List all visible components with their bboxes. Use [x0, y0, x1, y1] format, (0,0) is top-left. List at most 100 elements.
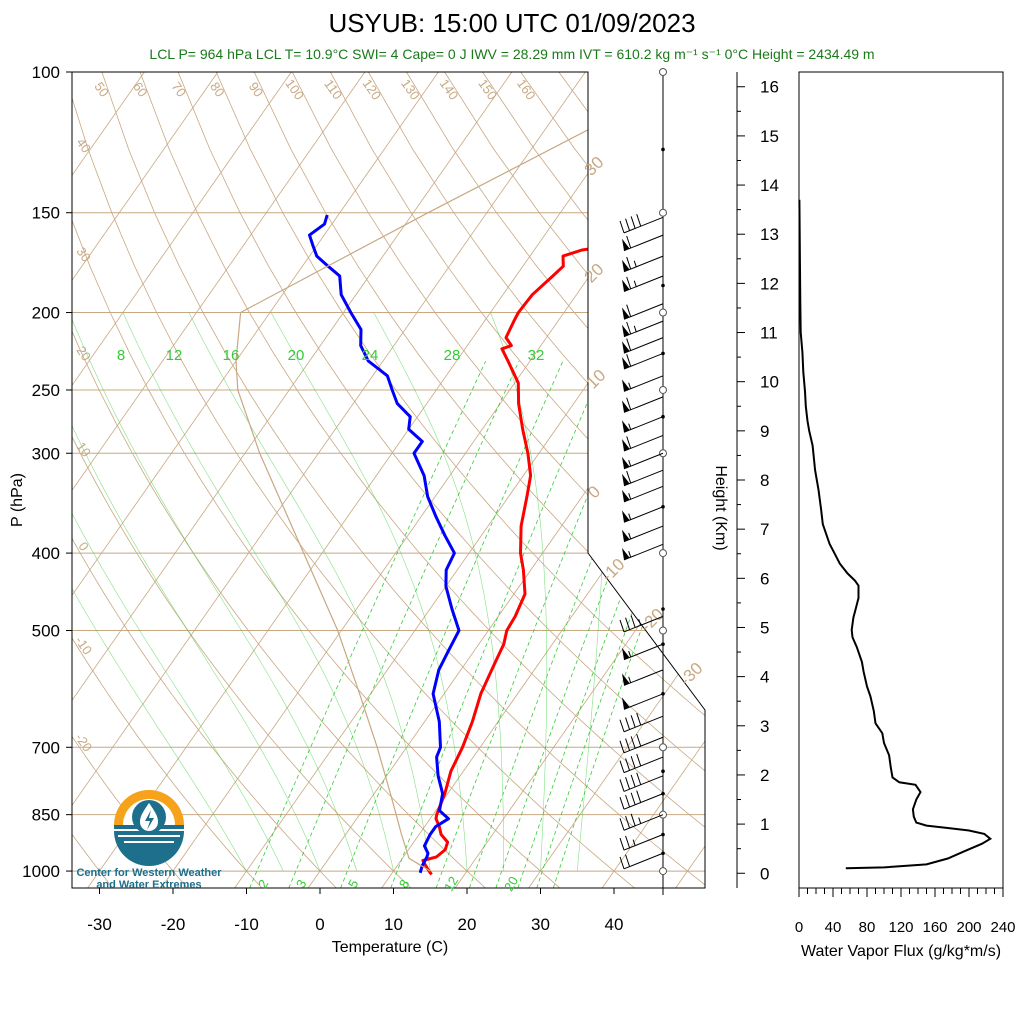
mixing-ratio-line	[435, 360, 644, 888]
dry-adiabat	[72, 72, 263, 888]
wind-barb	[621, 352, 664, 370]
barb-pennant	[621, 647, 630, 660]
chart-subtitle: LCL P= 964 hPa LCL T= 10.9°C SWI= 4 Cape…	[149, 46, 875, 62]
skewt-labels: 50 60 70 80 90 100 110 120 130 140 150 160403020100…	[72, 76, 706, 894]
barb-shaft	[623, 736, 664, 754]
theta-e-label: -30	[676, 659, 707, 690]
x-tick-label: 10	[384, 915, 403, 934]
dry-adiabat	[72, 72, 561, 888]
barb-flag	[630, 216, 636, 229]
theta-label-top: 90	[246, 79, 267, 99]
barb-flag	[625, 617, 631, 630]
skewt-grid	[72, 72, 1024, 888]
barb-half-flag	[638, 817, 642, 824]
mixing-ratio-label-top: 24	[362, 347, 379, 364]
dry-adiabat	[177, 72, 705, 888]
dry-adiabat	[72, 72, 412, 888]
y-axis-label: P (hPa)	[9, 473, 26, 527]
moist-adiabat	[270, 312, 468, 872]
wind-barb	[621, 275, 664, 293]
isotherm	[160, 72, 705, 888]
theta-label-top: 160	[514, 76, 539, 102]
barb-flag	[630, 756, 636, 769]
barb-flag	[626, 397, 632, 410]
wind-barb	[621, 693, 664, 710]
barb-shaft	[623, 434, 664, 452]
moist-adiabat	[72, 312, 358, 872]
x-tick-label: 20	[458, 915, 477, 934]
mixing-ratio-label-bottom: 12	[441, 874, 461, 894]
barb-half-flag	[628, 532, 632, 540]
y-tick-label: 300	[32, 444, 60, 463]
isotherm	[72, 72, 586, 888]
mixing-ratio-line	[340, 360, 564, 888]
wind-barb	[621, 506, 664, 523]
flux-tick-label: 80	[859, 919, 876, 936]
moist-adiabat	[188, 312, 431, 872]
barb-shaft	[623, 255, 664, 273]
cw3e-logo: Center for Western Weather and Water Ext…	[70, 785, 230, 895]
barb-calm-circle	[659, 308, 667, 317]
isotherm	[72, 72, 513, 888]
theta-label-left: 0	[75, 539, 91, 554]
wind-barb	[621, 337, 664, 354]
mixing-ratio-line	[469, 360, 672, 888]
barb-flag	[626, 256, 632, 270]
barb-flag	[619, 220, 625, 234]
wind-barb	[621, 543, 664, 561]
barb-pennant	[621, 307, 630, 320]
barb-shaft	[623, 814, 664, 831]
theta-label-left: 10	[73, 439, 94, 459]
skewt-axes: -30 -20 -10 0 10 20 30 401001502002503004005007…	[9, 63, 623, 956]
y-tick-label: 500	[32, 622, 60, 641]
barb-calm-circle	[659, 385, 667, 394]
barb-flag	[630, 615, 636, 628]
barb-shaft	[623, 303, 664, 320]
mixing-ratio-label-top: 28	[444, 347, 461, 364]
wind-barbs	[619, 68, 667, 895]
wind-barb	[621, 255, 664, 273]
y-tick-label: 850	[32, 806, 60, 825]
wind-barb	[621, 452, 664, 470]
barb-half-flag	[633, 325, 637, 332]
barb-pennant	[621, 510, 630, 523]
mixing-ratio-line	[288, 360, 520, 888]
barb-pennant	[621, 697, 630, 710]
barb-flag	[636, 790, 642, 803]
wind-barb	[621, 416, 664, 433]
y-tick-label: 100	[32, 63, 60, 82]
barb-pennant	[621, 489, 630, 502]
moist-adiabat	[72, 312, 247, 872]
barb-shaft	[623, 543, 664, 561]
flux-tick-label: 240	[990, 919, 1015, 936]
barb-pennant	[621, 356, 630, 369]
theta-label-top: 60	[130, 79, 151, 99]
barb-dot	[661, 147, 665, 152]
theta-e-label: -10	[598, 555, 629, 586]
theta-label-top: 50	[91, 79, 112, 99]
wind-barb	[619, 712, 664, 733]
moist-adiabat	[72, 312, 321, 872]
dry-adiabat	[444, 72, 705, 888]
dry-adiabat	[139, 72, 705, 888]
barb-half-flag	[633, 260, 637, 267]
wind-barb	[621, 485, 664, 503]
flux-line	[798, 199, 993, 870]
barb-flag	[630, 774, 636, 788]
barb-flag	[630, 736, 636, 749]
dewpoint-line	[308, 214, 461, 874]
barb-pennant	[621, 279, 630, 292]
mixing-ratio-label-bottom: 5	[345, 877, 362, 891]
barb-flag	[626, 321, 632, 335]
isotherm	[749, 72, 1024, 888]
isotherm	[87, 72, 660, 888]
height-axis-label: Height (Km)	[712, 465, 729, 550]
barb-calm-circle	[659, 743, 667, 752]
barb-pennant	[621, 341, 630, 354]
height-tick-label: 3	[760, 717, 769, 736]
x-tick-label: -20	[161, 915, 186, 934]
barb-pennant	[621, 456, 630, 469]
flux-tick-label: 200	[956, 919, 981, 936]
flux-tick-label: 40	[825, 919, 842, 936]
